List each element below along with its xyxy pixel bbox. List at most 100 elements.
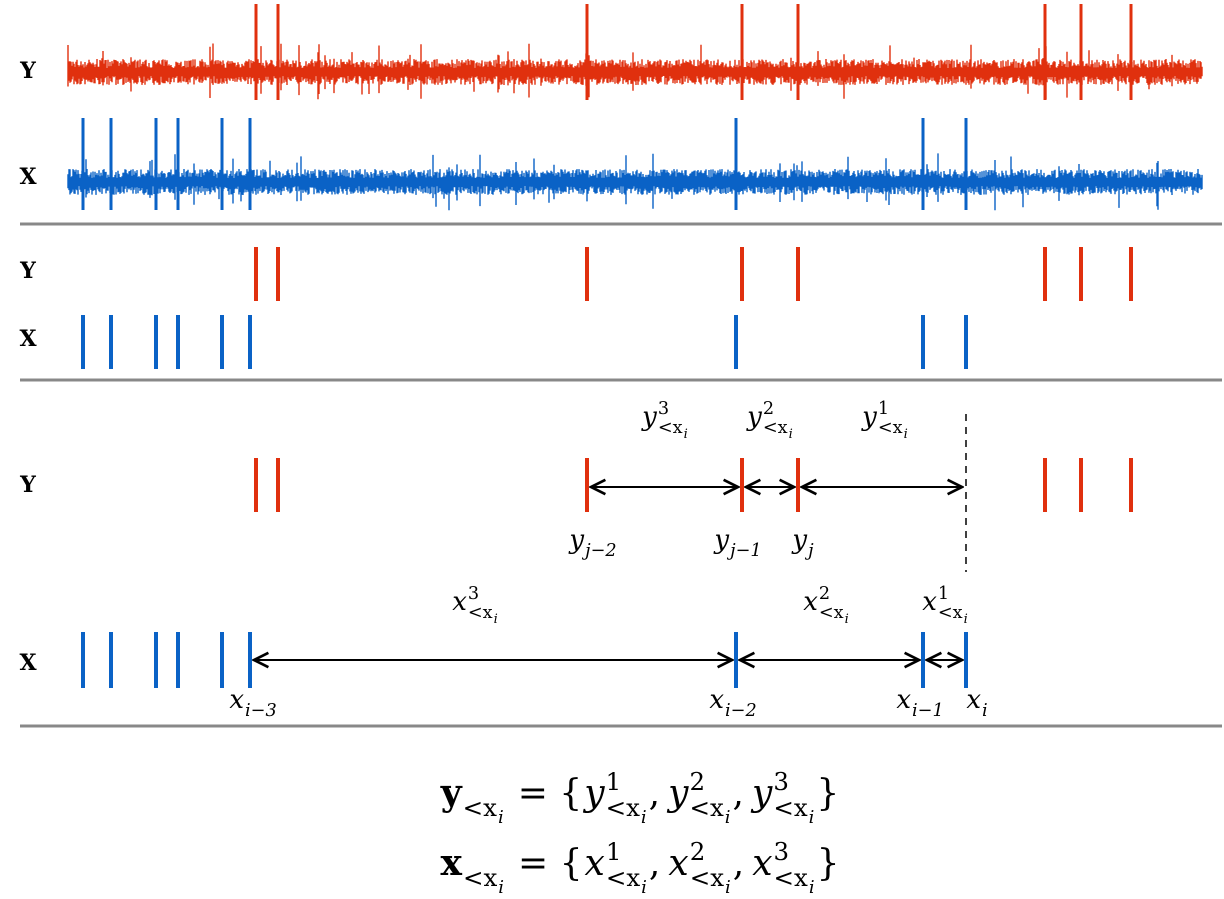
math-sub: <x [463, 863, 498, 892]
math-label: y <x i [440, 772, 504, 828]
math-sub: j−2 [581, 541, 617, 561]
math-base: y [861, 402, 877, 432]
math-sub: i [982, 701, 988, 721]
math-sup: 3 [468, 584, 479, 604]
equation-brace: } [817, 843, 840, 884]
math-sub: <x [773, 793, 808, 822]
math-sub2: i [494, 612, 498, 627]
row-label: Y [19, 258, 36, 284]
math-sub: <x [606, 793, 641, 822]
math-label: y 3<x i [641, 399, 688, 442]
equation-separator: , [733, 773, 744, 814]
math-sup: 3 [658, 399, 669, 419]
math-sub2: i [498, 877, 504, 898]
math-sub: i−1 [912, 701, 944, 721]
math-sub2: i [809, 877, 815, 898]
math-sub: i−2 [725, 701, 757, 721]
equation-operator: = { [518, 843, 583, 884]
math-base: x [585, 843, 605, 884]
math-base: x [922, 587, 937, 617]
math-sub: i−3 [245, 701, 277, 721]
math-label: y j−2 [568, 525, 616, 561]
math-label: x i−2 [709, 685, 756, 721]
equation-brace: } [816, 773, 839, 814]
math-base: x [229, 685, 244, 715]
math-sub: <x [819, 603, 844, 623]
math-sup: 2 [763, 399, 774, 419]
math-sub: j−1 [726, 541, 762, 561]
equation: x <x i= {x 1<x i, x 2<x i, x 3<x i} [440, 837, 839, 898]
math-sub: <x [938, 603, 963, 623]
equation-separator: , [649, 843, 660, 884]
math-sub: <x [658, 418, 683, 438]
math-base: x [709, 685, 724, 715]
math-base: y [568, 525, 584, 555]
math-sup: 3 [774, 837, 790, 866]
math-label: y 1<x i [861, 399, 908, 442]
math-sup: 1 [606, 767, 622, 796]
math-label: y 2<x i [746, 399, 793, 442]
math-base: x [752, 843, 772, 884]
math-sub2: i [498, 807, 504, 828]
row-label: Y [19, 58, 36, 84]
math-base: x [668, 843, 688, 884]
math-label: x 1<x i [585, 837, 647, 898]
math-base: y [746, 402, 762, 432]
math-sub: <x [774, 863, 809, 892]
math-sup: 2 [690, 837, 706, 866]
math-label: y 3<x i [750, 767, 814, 828]
math-sub2: i [684, 427, 688, 442]
math-sub2: i [789, 427, 793, 442]
math-sup: 1 [878, 399, 889, 419]
math-sup: 3 [773, 767, 789, 796]
math-base: y [641, 402, 657, 432]
math-sub2: i [725, 807, 731, 828]
math-base: x [803, 587, 818, 617]
math-sub2: i [845, 612, 849, 627]
math-label: x i−3 [229, 685, 276, 721]
math-label: x i−1 [896, 685, 943, 721]
math-sub: <x [463, 793, 498, 822]
math-label: x 1<x i [922, 584, 968, 627]
math-sub: <x [763, 418, 788, 438]
math-base: y [666, 773, 689, 814]
math-label: x <x i [440, 842, 504, 898]
math-sup: 2 [819, 584, 830, 604]
math-sub2: i [964, 612, 968, 627]
math-sub2: i [725, 877, 731, 898]
math-base: x [440, 842, 462, 884]
math-label: y j−1 [713, 525, 761, 561]
row-label: Y [19, 472, 36, 498]
math-sub: <x [878, 418, 903, 438]
math-base: x [452, 587, 467, 617]
row-label: X [19, 650, 37, 676]
math-base: x [966, 685, 981, 715]
math-sub2: i [809, 807, 815, 828]
equation-operator: = { [518, 773, 583, 814]
math-sub2: i [904, 427, 908, 442]
math-base: x [896, 685, 911, 715]
math-base: y [582, 773, 605, 814]
signal [67, 153, 1203, 211]
math-sub: <x [690, 863, 725, 892]
math-sub2: i [641, 877, 647, 898]
math-sup: 2 [689, 767, 705, 796]
equation-separator: , [733, 843, 744, 884]
math-sub: <x [606, 863, 641, 892]
signal [67, 43, 1203, 100]
math-label: x 2<x i [803, 584, 849, 627]
math-sub: <x [468, 603, 493, 623]
row-label: X [19, 164, 37, 190]
math-sup: 1 [938, 584, 949, 604]
math-label: x 2<x i [668, 837, 730, 898]
math-base: y [791, 525, 807, 555]
equation-separator: , [649, 773, 660, 814]
math-label: y 1<x i [582, 767, 646, 828]
math-base: y [750, 773, 773, 814]
math-sub2: i [641, 807, 647, 828]
math-sub: j [804, 541, 814, 561]
